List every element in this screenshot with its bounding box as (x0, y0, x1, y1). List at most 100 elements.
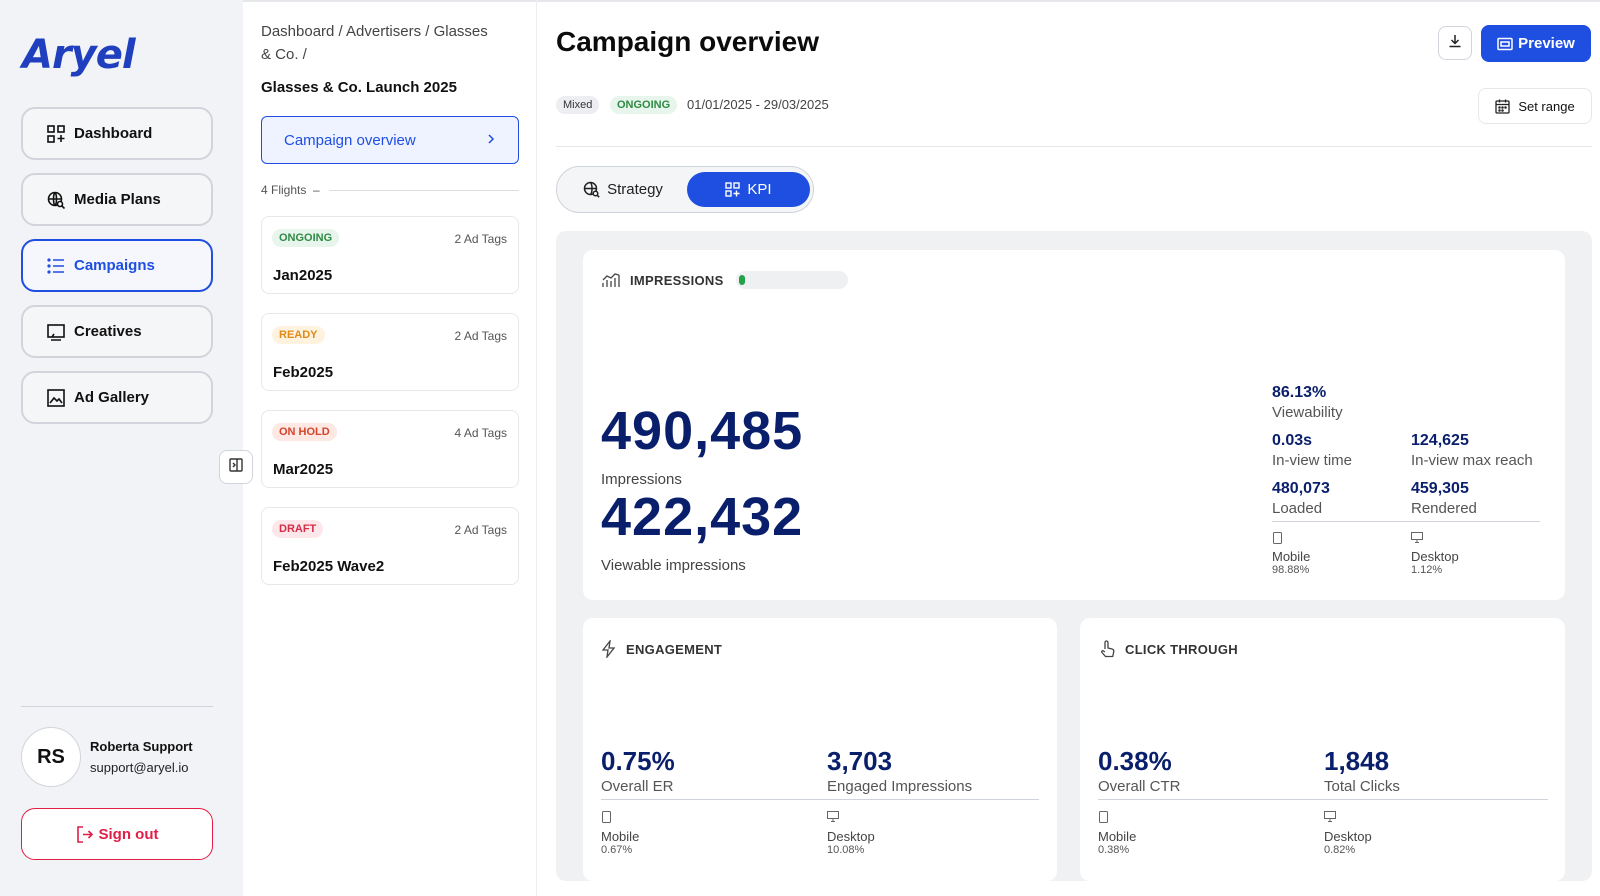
device-divider (1272, 521, 1540, 522)
impressions-total-label: Impressions (601, 471, 682, 488)
preview-label: Preview (1518, 35, 1575, 52)
sidebar: Aryel Dashboard Media Plans Campaigns Cr… (0, 0, 243, 896)
overall-er-label: Overall ER (601, 778, 674, 795)
flight-name: Feb2025 (273, 364, 334, 381)
engaged-impressions-label: Engaged Impressions (827, 778, 973, 795)
overall-er-value: 0.75% (601, 746, 675, 776)
sidebar-item-creatives[interactable]: Creatives (21, 305, 213, 358)
campaign-overview-button[interactable]: Campaign overview (261, 116, 519, 164)
header-divider (556, 146, 1592, 147)
engagement-card: ENGAGEMENT 0.75% Overall ER 3,703 Engage… (583, 618, 1057, 881)
lightning-icon (602, 640, 616, 658)
flight-card[interactable]: ON HOLD 4 Ad Tags Mar2025 (261, 410, 519, 488)
aryel-logo[interactable]: Aryel (22, 32, 136, 78)
tab-strategy-label: Strategy (607, 181, 663, 198)
breadcrumb[interactable]: Dashboard / Advertisers / Glasses & Co. … (261, 23, 488, 63)
campaign-overview-label: Campaign overview (284, 131, 416, 149)
strategy-icon (583, 181, 600, 198)
tab-kpi[interactable]: KPI (687, 172, 810, 207)
sidebar-item-label: Campaigns (74, 257, 155, 274)
flight-name: Jan2025 (273, 267, 333, 284)
flight-card[interactable]: READY 2 Ad Tags Feb2025 (261, 313, 519, 391)
image-icon (46, 388, 66, 408)
flight-card[interactable]: DRAFT 2 Ad Tags Feb2025 Wave2 (261, 507, 519, 585)
mobile-icon (602, 811, 611, 823)
viewable-impressions-label: Viewable impressions (601, 557, 746, 574)
sidebar-item-campaigns[interactable]: Campaigns (21, 239, 213, 292)
kpi-panel: IMPRESSIONS 490,485 Impressions 422,432 … (556, 231, 1592, 881)
sidebar-item-ad-gallery[interactable]: Ad Gallery (21, 371, 213, 424)
mobile-ctr: 0.38% (1098, 844, 1130, 856)
desktop-ctr: 0.82% (1324, 844, 1356, 856)
page-title: Campaign overview (556, 26, 819, 57)
inview-reach-label: In-view max reach (1411, 452, 1533, 469)
total-clicks-label: Total Clicks (1324, 778, 1400, 795)
sidebar-item-label: Creatives (74, 323, 142, 340)
loaded-label: Loaded (1272, 500, 1323, 517)
media-plans-icon (46, 190, 66, 210)
download-button[interactable] (1438, 26, 1472, 60)
inview-reach-value: 124,625 (1411, 432, 1469, 449)
desktop-share: 1.12% (1411, 564, 1443, 576)
sign-out-label: Sign out (98, 825, 159, 843)
flight-card[interactable]: ONGOING 2 Ad Tags Jan2025 (261, 216, 519, 294)
rendered-label: Rendered (1411, 500, 1477, 517)
pointer-icon (1099, 640, 1115, 658)
flight-name: Mar2025 (273, 461, 334, 478)
inview-time-value: 0.03s (1272, 432, 1313, 449)
mobile-icon (1099, 811, 1108, 823)
ad-tags-count: 2 Ad Tags (454, 523, 508, 537)
collapse-panel-button[interactable] (219, 450, 253, 484)
user-name: Roberta Support (90, 739, 193, 754)
preview-icon (1497, 37, 1513, 51)
sign-out-button[interactable]: Sign out (21, 808, 213, 860)
desktop-er: 10.08% (827, 844, 865, 856)
impressions-progress (735, 271, 848, 289)
device-divider (601, 799, 1039, 800)
click-through-header: CLICK THROUGH (1099, 640, 1238, 658)
sign-out-icon (76, 825, 93, 843)
set-range-button[interactable]: Set range (1478, 88, 1592, 124)
engaged-impressions-value: 3,703 (827, 746, 893, 776)
ad-tags-count: 4 Ad Tags (454, 426, 508, 440)
status-badge: ON HOLD (272, 423, 337, 441)
mobile-label: Mobile (601, 829, 640, 844)
creatives-icon (46, 322, 66, 342)
chevron-right-icon (486, 132, 496, 149)
impressions-card: IMPRESSIONS 490,485 Impressions 422,432 … (583, 250, 1565, 600)
preview-button[interactable]: Preview (1481, 25, 1591, 62)
impressions-total: 490,485 (601, 401, 804, 461)
loaded-value: 480,073 (1272, 480, 1330, 497)
calendar-icon (1495, 99, 1510, 114)
desktop-label: Desktop (827, 829, 875, 844)
sidebar-item-dashboard[interactable]: Dashboard (21, 107, 213, 160)
campaign-type-badge: Mixed (556, 96, 600, 114)
tab-kpi-label: KPI (747, 181, 772, 198)
desktop-icon (827, 811, 839, 822)
desktop-icon (1411, 532, 1423, 543)
sidebar-item-label: Ad Gallery (74, 389, 150, 406)
total-clicks-value: 1,848 (1324, 746, 1390, 776)
impressions-header: IMPRESSIONS (602, 271, 848, 289)
status-badge: ONGOING (610, 96, 678, 114)
rendered-value: 459,305 (1411, 480, 1469, 497)
download-icon (1448, 34, 1462, 53)
status-badge: READY (272, 326, 325, 344)
engagement-header: ENGAGEMENT (602, 640, 722, 658)
inview-time-label: In-view time (1272, 452, 1353, 469)
tab-strategy[interactable]: Strategy (563, 172, 683, 207)
status-badge: DRAFT (272, 520, 324, 538)
sidebar-item-media-plans[interactable]: Media Plans (21, 173, 213, 226)
user-email: support@aryel.io (90, 760, 189, 775)
impressions-heading: IMPRESSIONS (630, 272, 724, 288)
flights-divider (329, 190, 519, 191)
desktop-label: Desktop (1411, 549, 1459, 564)
view-toggle: Strategy KPI (556, 166, 814, 213)
main-content: Campaign overview Preview Mixed ONGOING … (537, 0, 1600, 896)
engagement-heading: ENGAGEMENT (626, 641, 723, 657)
date-range: 01/01/2025 - 29/03/2025 (687, 97, 829, 112)
avatar[interactable]: RS (21, 727, 81, 787)
flights-count: 4 Flights – (261, 183, 320, 197)
panel-toggle-icon (229, 457, 243, 477)
campaign-title: Glasses & Co. Launch 2025 (261, 79, 457, 96)
